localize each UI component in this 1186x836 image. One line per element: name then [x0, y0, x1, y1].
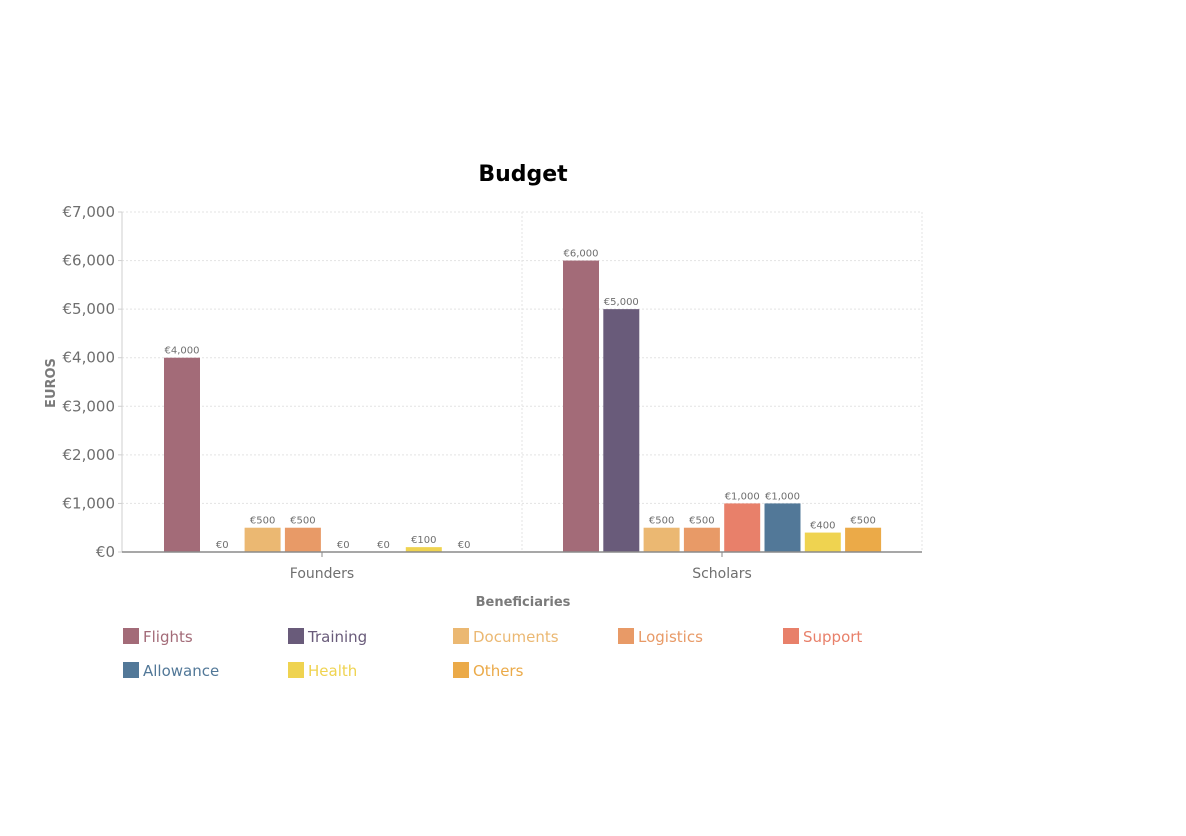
data-label: €6,000	[564, 249, 599, 260]
bar-health-scholars	[804, 532, 841, 552]
legend-label: Allowance	[143, 662, 219, 680]
bar-flights-scholars	[563, 260, 599, 552]
data-label: €0	[377, 540, 390, 551]
legend: Flights Training Documents Logistics Support…	[123, 628, 862, 680]
y-tick-label: €7,000	[63, 203, 116, 221]
legend-swatch	[288, 662, 304, 678]
axes	[118, 211, 922, 557]
legend-label: Training	[307, 628, 367, 646]
data-labels: €4,000 €0 €500 €500 €0 €0 €100 €0 €6,000 €5,000 €5…	[165, 249, 876, 551]
x-category-label: Scholars	[692, 566, 752, 582]
bar-documents-scholars	[643, 527, 680, 552]
legend-swatch	[123, 628, 139, 644]
data-label: €100	[411, 535, 436, 546]
bar-logistics-founders	[284, 527, 321, 552]
data-label: €500	[689, 516, 714, 527]
bar-training-scholars	[603, 309, 640, 552]
data-label: €4,000	[165, 346, 200, 357]
data-label: €500	[850, 516, 875, 527]
data-label: €500	[290, 516, 315, 527]
bar-flights-founders	[164, 357, 200, 552]
bar-others-scholars	[845, 527, 882, 552]
chart-title: Budget	[478, 162, 568, 187]
y-tick-label: €2,000	[63, 446, 116, 464]
legend-label: Documents	[473, 628, 559, 646]
data-label: €1,000	[765, 491, 800, 502]
y-axis-ticks: €0 €1,000 €2,000 €3,000 €4,000 €5,000 €6,000 €7…	[63, 203, 116, 561]
bars	[164, 260, 882, 552]
x-category-label: Founders	[290, 566, 354, 582]
legend-swatch	[783, 628, 799, 644]
data-label: €500	[250, 516, 275, 527]
legend-label: Flights	[143, 628, 193, 646]
y-axis-title: EUROS	[44, 358, 59, 408]
legend-label: Support	[803, 628, 862, 646]
bar-documents-founders	[244, 527, 281, 552]
data-label: €500	[649, 516, 674, 527]
legend-label: Logistics	[638, 628, 703, 646]
bar-allowance-scholars	[764, 503, 801, 552]
y-tick-label: €4,000	[63, 349, 116, 367]
legend-swatch	[288, 628, 304, 644]
grid-lines	[122, 211, 923, 552]
legend-swatch	[453, 662, 469, 678]
data-label: €0	[216, 540, 229, 551]
x-axis-categories: Founders Scholars	[290, 566, 752, 582]
legend-swatch	[123, 662, 139, 678]
legend-swatch	[618, 628, 634, 644]
legend-label: Others	[473, 662, 524, 680]
data-label: €5,000	[604, 297, 639, 308]
y-tick-label: €5,000	[63, 300, 116, 318]
data-label: €1,000	[725, 491, 760, 502]
y-tick-label: €0	[96, 543, 115, 561]
bar-health-founders	[405, 547, 442, 552]
y-tick-label: €1,000	[63, 494, 116, 512]
y-tick-label: €3,000	[63, 397, 116, 415]
data-label: €0	[337, 540, 350, 551]
legend-swatch	[453, 628, 469, 644]
legend-label: Health	[308, 662, 357, 680]
bar-logistics-scholars	[683, 527, 720, 552]
x-axis-title: Beneficiaries	[476, 595, 571, 610]
bar-support-scholars	[724, 503, 761, 552]
data-label: €0	[458, 540, 471, 551]
y-tick-label: €6,000	[63, 252, 116, 270]
data-label: €400	[810, 521, 835, 532]
